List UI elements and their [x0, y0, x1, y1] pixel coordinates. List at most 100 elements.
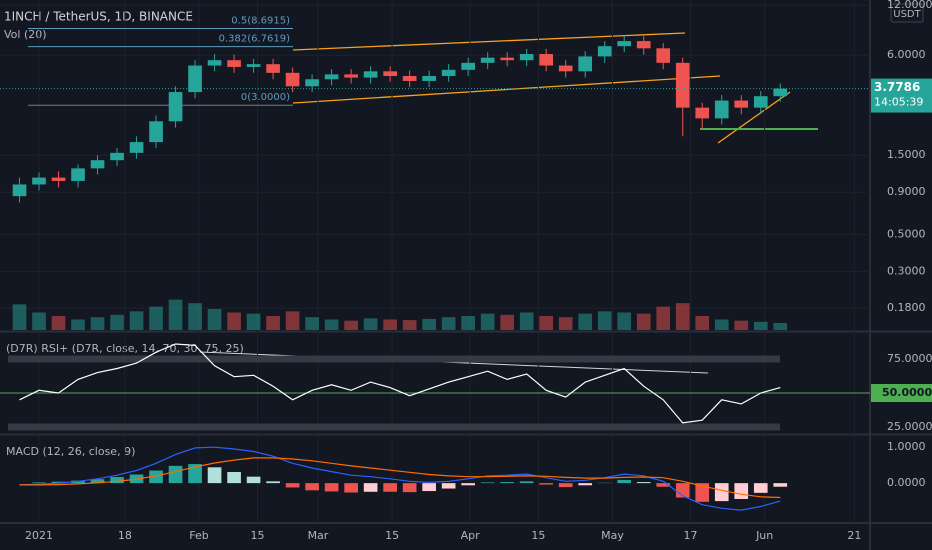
histogram-bar: [324, 483, 339, 492]
countdown: 14:05:39: [874, 96, 923, 109]
candle-body: [363, 71, 378, 78]
y-tick-label: 0.0000: [887, 476, 926, 489]
histogram-bar: [266, 481, 280, 484]
volume-bar: [734, 320, 749, 330]
candle-body: [675, 62, 690, 108]
candle-body: [519, 54, 534, 61]
volume-bar: [32, 312, 46, 330]
candle-body: [207, 60, 222, 66]
y-tick-label: 0.5000: [887, 227, 926, 240]
currency-box[interactable]: [890, 3, 924, 23]
x-tick-label: 15: [250, 529, 264, 542]
volume-bar: [90, 317, 105, 330]
x-tick-label: 2021: [25, 529, 53, 542]
volume-bar: [51, 316, 66, 330]
candle-body: [695, 107, 710, 119]
volume-bar: [461, 316, 475, 330]
volume-bar: [402, 320, 417, 330]
volume-bar: [539, 316, 554, 330]
histogram-bar: [227, 471, 241, 484]
volume-bar: [578, 313, 593, 330]
candle-body: [324, 74, 339, 80]
histogram-bar: [285, 483, 300, 488]
volume-bar: [675, 303, 690, 330]
volume-bar: [285, 311, 300, 330]
volume-bar: [558, 317, 573, 330]
y-tick-label: 0.3000: [887, 264, 926, 277]
volume-bar: [149, 306, 163, 330]
candle-body: [227, 60, 241, 67]
candle-body: [90, 160, 105, 169]
volume-title: Vol (20): [4, 28, 47, 41]
histogram-bar: [656, 483, 671, 487]
currency[interactable]: USDT: [893, 9, 921, 20]
histogram-bar: [578, 483, 593, 486]
histogram-bar: [734, 483, 749, 499]
volume-bar: [71, 319, 85, 330]
y-tick-label: 75.0000: [887, 352, 932, 365]
candle-body: [597, 46, 612, 57]
candle-body: [32, 177, 46, 185]
histogram-bar: [110, 477, 124, 484]
histogram-bar: [636, 482, 651, 484]
candle-body: [51, 177, 66, 181]
volume-bar: [422, 318, 436, 330]
histogram-bar: [90, 479, 105, 484]
histogram-bar: [344, 483, 358, 493]
price-label: 3.7786: [874, 80, 920, 94]
candle-body: [578, 56, 593, 72]
histogram-bar: [500, 482, 515, 484]
candle-body: [773, 88, 788, 97]
x-tick-label: 17: [684, 529, 698, 542]
candle-body: [441, 69, 456, 76]
volume-bar: [168, 299, 183, 330]
y-tick-label: 0.1800: [887, 301, 926, 314]
volume-bar: [324, 319, 339, 330]
histogram-bar: [402, 483, 417, 493]
histogram-bar: [207, 467, 222, 484]
volume-bar: [773, 323, 788, 330]
volume-bar: [246, 313, 261, 330]
volume-bar: [383, 319, 397, 330]
histogram-bar: [305, 483, 319, 491]
histogram-bar: [422, 483, 436, 492]
volume-bar: [188, 303, 202, 330]
histogram-bar: [168, 465, 183, 484]
x-tick-label: 15: [531, 529, 545, 542]
macd-line: [19, 446, 781, 511]
x-tick-label: Feb: [189, 529, 208, 542]
candle-body: [558, 65, 573, 72]
volume-bar: [12, 304, 27, 330]
candle-body: [636, 41, 651, 49]
histogram-bar: [773, 483, 788, 487]
histogram-bar: [363, 483, 378, 492]
x-tick-label: 21: [847, 529, 861, 542]
histogram-bar: [51, 481, 66, 484]
volume-bar: [519, 312, 534, 330]
volume-bar: [617, 312, 632, 330]
candle-body: [714, 100, 729, 119]
volume-bar: [344, 320, 358, 330]
candle-body: [461, 62, 475, 70]
volume-bar: [695, 316, 710, 330]
volume-bar: [753, 321, 768, 330]
volume-bar: [363, 318, 378, 330]
histogram-bar: [480, 482, 495, 484]
fib-label: 0(3.0000): [241, 92, 290, 103]
histogram-bar: [539, 483, 554, 485]
histogram-bar: [695, 483, 710, 502]
volume-bar: [441, 317, 456, 330]
y-tick-label: 1.0000: [887, 440, 926, 453]
candle-body: [168, 92, 183, 122]
candle-body: [246, 64, 261, 67]
candle-body: [402, 75, 417, 81]
volume-bar: [110, 314, 124, 330]
candle-body: [753, 96, 768, 108]
volume-bar: [266, 316, 280, 330]
volume-bar: [500, 314, 515, 330]
candle-body: [617, 41, 632, 47]
candle-body: [480, 57, 495, 63]
volume-bar: [129, 311, 144, 330]
